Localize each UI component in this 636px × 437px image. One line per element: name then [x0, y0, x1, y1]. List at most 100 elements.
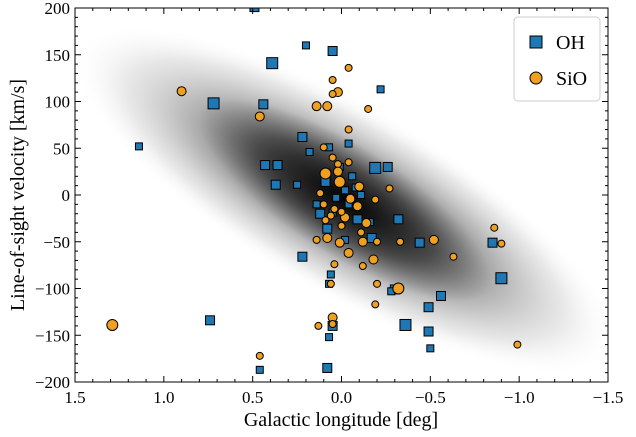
- y-tick-label: −100: [35, 280, 70, 299]
- oh-point: [495, 272, 508, 285]
- oh-point: [393, 214, 404, 225]
- sio-point: [176, 86, 187, 97]
- x-tick-label: −0.5: [415, 388, 446, 407]
- sio-point: [337, 207, 346, 216]
- legend: OH SiO: [513, 16, 601, 102]
- oh-point: [297, 132, 308, 143]
- oh-point: [207, 97, 220, 110]
- sio-point: [254, 111, 265, 122]
- sio-point: [352, 201, 363, 212]
- oh-point: [322, 362, 333, 373]
- oh-point: [297, 251, 308, 262]
- sio-point: [357, 228, 366, 237]
- oh-point: [260, 160, 271, 171]
- oh-point: [332, 193, 341, 202]
- x-tick-label: −1.0: [504, 388, 535, 407]
- oh-point: [435, 290, 446, 301]
- legend-oh-marker: [529, 35, 543, 49]
- sio-point: [371, 195, 380, 204]
- y-tick-label: −50: [43, 233, 70, 252]
- y-tick-label: 100: [45, 93, 71, 112]
- legend-sio-label: SiO: [556, 68, 587, 90]
- sio-point: [330, 205, 339, 214]
- oh-point: [399, 318, 412, 331]
- sio-point: [428, 234, 439, 245]
- sio-point: [106, 318, 119, 331]
- sio-point: [314, 321, 323, 330]
- x-axis-title: Galactic longitude [deg]: [244, 409, 438, 431]
- sio-point: [322, 101, 333, 112]
- oh-point: [414, 237, 425, 248]
- sio-point: [255, 351, 264, 360]
- sio-point: [333, 175, 346, 188]
- y-tick-label: −200: [35, 373, 70, 392]
- sio-point: [368, 254, 379, 265]
- sio-point: [333, 160, 342, 169]
- sio-point: [312, 235, 321, 244]
- oh-point: [315, 208, 326, 219]
- sio-point: [319, 143, 328, 152]
- sio-point: [328, 153, 337, 162]
- sio-point: [373, 279, 382, 288]
- oh-point: [326, 270, 335, 279]
- y-tick-label: −150: [35, 326, 70, 345]
- oh-point: [312, 200, 321, 209]
- y-tick-label: 0: [62, 186, 71, 205]
- y-tick-label: 50: [53, 139, 70, 158]
- oh-point: [382, 161, 393, 172]
- oh-point: [344, 139, 353, 148]
- sio-point: [337, 221, 346, 230]
- oh-point: [205, 315, 216, 326]
- x-tick-label: 0.0: [331, 388, 352, 407]
- axis-ticks: 1.5 1.0 0.5 0.0 −0.5 −1.0 −1.5 −200 −150 −100 −50 0…: [35, 0, 624, 407]
- sio-point: [361, 218, 372, 229]
- oh-point: [255, 365, 264, 374]
- oh-point: [258, 99, 269, 110]
- legend-sio-marker: [529, 71, 543, 85]
- sio-point: [364, 104, 373, 113]
- sio-point: [357, 236, 368, 247]
- sio-point: [326, 279, 335, 288]
- oh-point: [341, 186, 350, 195]
- sio-point: [345, 193, 356, 204]
- sio-point: [334, 237, 345, 248]
- x-tick-label: 0.5: [242, 388, 263, 407]
- oh-point: [272, 160, 283, 171]
- sio-point: [322, 233, 333, 244]
- sio-point: [449, 252, 458, 261]
- oh-point: [348, 172, 357, 181]
- y-tick-label: 200: [45, 0, 71, 18]
- oh-point: [134, 142, 143, 151]
- x-tick-label: 1.5: [64, 388, 85, 407]
- data-points: [106, 8, 522, 374]
- sio-point: [358, 262, 367, 271]
- sio-point: [328, 320, 337, 329]
- sio-point: [497, 239, 506, 248]
- sio-point: [326, 211, 335, 220]
- sio-point: [328, 90, 337, 99]
- oh-point: [301, 41, 310, 50]
- sio-point: [316, 189, 325, 198]
- oh-point: [293, 180, 302, 189]
- sio-point: [490, 223, 499, 232]
- oh-point: [249, 8, 260, 13]
- sio-point: [330, 260, 339, 269]
- oh-point: [305, 147, 314, 156]
- oh-point: [369, 161, 382, 174]
- sio-point: [311, 101, 322, 112]
- x-tick-label: −1.5: [593, 388, 624, 407]
- oh-point: [423, 326, 434, 337]
- sio-point: [373, 237, 382, 246]
- sio-point: [392, 282, 405, 295]
- y-tick-label: 150: [45, 46, 71, 65]
- sio-point: [344, 158, 353, 167]
- sio-point: [319, 200, 328, 209]
- oh-point: [423, 302, 434, 313]
- sio-point: [344, 63, 353, 72]
- oh-point: [352, 214, 363, 225]
- sio-point: [332, 166, 343, 177]
- x-tick-label: 1.0: [153, 388, 174, 407]
- density-background: [75, 24, 608, 376]
- oh-point: [270, 179, 281, 190]
